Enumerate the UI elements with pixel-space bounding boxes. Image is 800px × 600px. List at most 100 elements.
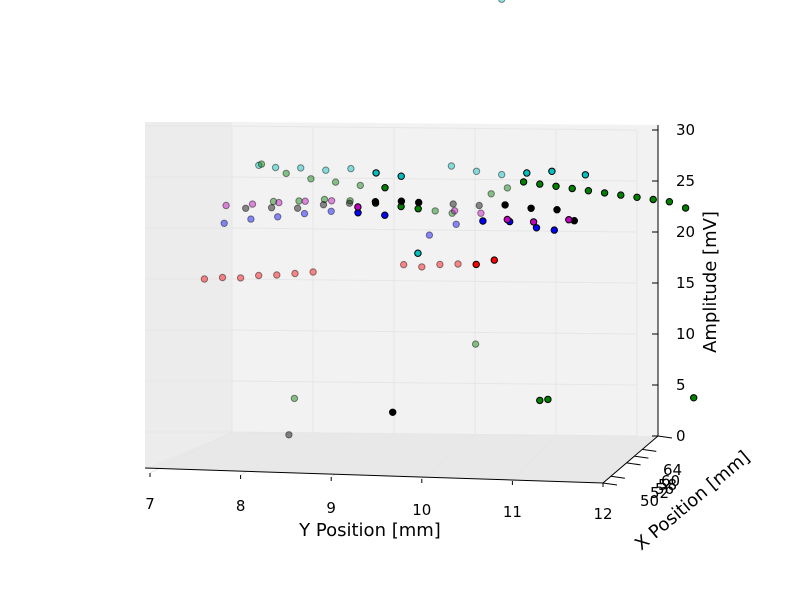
left-pane <box>145 122 232 468</box>
back-pane <box>232 122 658 436</box>
z-tick-label: 5 <box>676 376 686 394</box>
data-point <box>472 167 481 176</box>
data-point <box>290 394 299 403</box>
data-point <box>498 170 506 179</box>
grid-line <box>240 432 314 476</box>
y-axis-label: Y Position [mm] <box>298 520 441 541</box>
y-axis-line <box>144 467 604 484</box>
data-point <box>354 203 362 211</box>
x-tick-mark <box>657 435 673 439</box>
data-point <box>371 198 380 206</box>
x-tick-label: 52 <box>650 484 669 502</box>
data-point <box>389 408 397 416</box>
data-point <box>200 275 209 283</box>
data-point <box>529 218 538 226</box>
data-point <box>248 200 257 208</box>
data-point <box>681 204 690 212</box>
data-point <box>414 205 422 213</box>
data-point <box>436 260 444 269</box>
data-point <box>267 204 276 212</box>
data-point <box>471 340 480 348</box>
data-point <box>282 169 290 178</box>
data-point <box>475 201 483 210</box>
grid-line <box>421 434 476 480</box>
data-point <box>275 198 283 207</box>
data-point <box>633 193 641 202</box>
grid-lines <box>145 125 638 484</box>
data-point <box>553 206 561 214</box>
data-point <box>327 207 335 216</box>
grid-line <box>602 435 638 484</box>
z-tick-label: 20 <box>676 223 695 241</box>
data-point <box>346 197 354 205</box>
data-point <box>297 164 305 172</box>
data-point <box>327 197 336 205</box>
x-tick-label: 58 <box>658 476 677 494</box>
data-point <box>400 260 408 269</box>
data-point <box>600 189 609 197</box>
data-point <box>552 182 560 191</box>
grid-line <box>231 329 638 335</box>
data-point <box>255 161 263 170</box>
data-point <box>236 274 245 282</box>
data-point <box>293 204 302 212</box>
data-point <box>425 231 434 239</box>
grid-line <box>149 431 233 474</box>
data-point <box>372 169 380 177</box>
data-point <box>356 181 364 190</box>
data-point <box>319 201 328 209</box>
data-point <box>498 0 506 3</box>
data-point <box>291 269 299 278</box>
data-point <box>222 201 230 210</box>
data-point <box>649 195 657 204</box>
data-point <box>307 175 315 183</box>
data-point <box>274 213 282 221</box>
x-tick-mark <box>642 448 657 452</box>
data-point <box>347 164 355 173</box>
x-tick-mark <box>634 455 649 459</box>
axis-lines <box>144 125 659 484</box>
data-point <box>397 172 405 180</box>
data-point <box>565 216 573 224</box>
z-axis-label: Amplitude [mV] <box>700 211 721 353</box>
data-point <box>331 178 340 186</box>
data-point <box>273 271 281 279</box>
y-tick-label: 7 <box>145 495 155 513</box>
grid-line <box>231 431 638 437</box>
data-point <box>414 249 422 257</box>
data-point <box>448 209 456 217</box>
data-point <box>431 207 439 215</box>
data-point <box>271 163 280 172</box>
data-point <box>452 220 460 229</box>
data-points <box>200 0 698 439</box>
y-tick-label: 11 <box>503 503 522 521</box>
data-point <box>665 198 674 206</box>
data-point <box>544 395 552 404</box>
data-point <box>447 162 456 170</box>
data-point <box>523 169 531 177</box>
z-tick-label: 25 <box>676 172 695 190</box>
x-tick-label: 50 <box>640 492 659 510</box>
data-point <box>501 201 509 209</box>
data-point <box>415 198 423 207</box>
data-point <box>548 167 556 176</box>
floor-pane <box>145 432 658 483</box>
x-tick-label: 60 <box>661 472 680 490</box>
data-point <box>550 226 558 234</box>
data-point <box>301 197 309 205</box>
data-point <box>220 219 228 228</box>
data-point <box>490 256 498 264</box>
data-point <box>418 263 426 271</box>
data-point <box>536 396 544 405</box>
grid-line <box>231 380 638 386</box>
y-tick-label: 12 <box>593 505 612 523</box>
data-point <box>345 199 354 207</box>
z-tick-label: 30 <box>676 121 695 139</box>
data-point <box>247 215 255 223</box>
grid-line <box>231 125 638 131</box>
data-point <box>255 271 263 280</box>
y-tick-label: 10 <box>412 501 431 519</box>
z-tick-label: 15 <box>676 274 695 292</box>
